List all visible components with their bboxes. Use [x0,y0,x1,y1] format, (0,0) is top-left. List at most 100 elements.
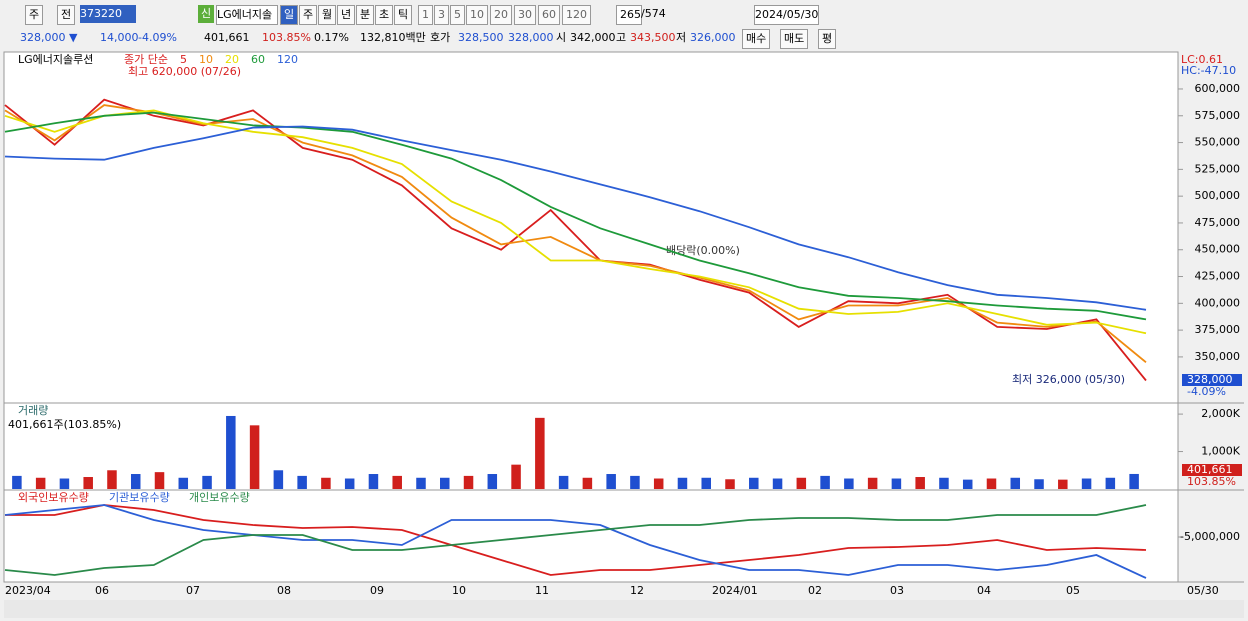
volume-bar [249,425,260,489]
annotation: 최고 620,000 (07/26) [128,65,241,78]
volume-title: 거래량 [18,404,48,417]
total: /574 [641,7,666,20]
interval-button[interactable]: 20 [490,5,512,25]
volume-bar [749,477,759,489]
interval-button[interactable]: 120 [562,5,591,25]
change: 14,000 [100,31,139,44]
x-tick-label: 03 [890,584,904,597]
series-line [4,504,1147,576]
market[interactable]: 주 [25,5,44,25]
trade-button[interactable]: 매수 [742,29,771,49]
interval-button[interactable]: 1 [418,5,433,25]
lc: LC:0.61 [1181,53,1223,66]
series-line [4,125,1147,311]
ask: 328,500 [458,31,504,44]
volume-bar [297,475,307,489]
volume-bar [582,477,593,489]
price: 328,000 ▼ [20,31,78,44]
interval-button[interactable]: 5 [450,5,465,25]
volume-bar [535,417,545,489]
prev[interactable]: 전 [57,5,76,25]
period-button[interactable]: 일 [280,5,299,25]
interval-button[interactable]: 30 [514,5,536,25]
x-tick-label: 07 [186,584,200,597]
volume-bar [558,475,569,489]
volume-bar [416,477,426,489]
period-button[interactable]: 분 [356,5,375,25]
volume-bar [35,477,46,489]
count[interactable]: 265 [616,5,642,25]
volume-bar [392,475,402,489]
scrollbar[interactable] [4,600,1244,618]
volume-bar [772,478,783,489]
price-title: LG에너지솔루션 [18,53,93,66]
last-rate: -4.09% [1187,385,1226,398]
legend-entry: 외국인보유수량 [18,491,89,504]
turnover: 0.17% [314,31,349,44]
stock-name[interactable]: LG에너지솔 [216,5,278,25]
volume-bar [83,477,93,489]
low: 326,000 [690,31,736,44]
volume-bar [321,477,331,489]
x-tick-label: 10 [452,584,466,597]
last-price: 328,000 [1187,373,1233,386]
legend-entry: 120 [277,53,298,66]
legend-prefix: 종가 단순 [124,53,168,66]
series-line [4,504,1147,579]
amount: 132,810백만 [360,31,426,44]
volume-bar [463,475,474,489]
volume-bar [487,474,498,489]
volume-bar [273,470,284,489]
low-label: 저 [676,31,687,44]
ask-label: 호가 [430,31,451,44]
volume-bar [202,475,212,489]
series-line [4,111,1147,321]
x-tick-label: 02 [808,584,822,597]
period-button[interactable]: 년 [337,5,356,25]
trade-button[interactable]: 매도 [780,29,809,49]
volume-bar [154,472,165,489]
last-volume-box [1182,464,1242,476]
annotation: 배당락(0.00%) [666,244,740,257]
open: 342,000 [570,31,616,44]
y-tick-label: 500,000 [1195,189,1241,202]
y-tick-label: 1,000K [1201,445,1240,458]
period-button[interactable]: 주 [299,5,318,25]
period-button[interactable]: 월 [318,5,337,25]
period-button[interactable]: 틱 [394,5,413,25]
x-tick-label: 06 [95,584,109,597]
x-tick-label: 2023/04 [5,584,51,597]
volume-bar [440,477,450,489]
trade-button[interactable]: 평 [818,29,837,49]
y-tick-label: 475,000 [1195,216,1241,229]
code[interactable]: 373220 [80,5,136,23]
badge: 신 [198,5,215,23]
legend-entry: 개인보유수량 [189,491,250,504]
interval-button[interactable]: 10 [466,5,488,25]
bid: 328,000 [508,31,554,44]
open-label: 시 [556,31,567,44]
date[interactable]: 2024/05/30 [754,5,820,25]
volume-bar [1081,478,1092,489]
legend-entry: 60 [251,53,265,66]
last-price-box [1182,374,1242,386]
period-button[interactable]: 초 [375,5,394,25]
y-tick-label: -5,000,000 [1180,530,1240,543]
interval-button[interactable]: 60 [538,5,560,25]
last-volume: 401,661 [1187,463,1233,476]
rate: -4.09% [138,31,177,44]
volume-bar [59,478,70,489]
series-line [4,98,1147,382]
series-line [4,109,1147,335]
interval-button[interactable]: 3 [434,5,449,25]
legend-entry: 5 [180,53,187,66]
x-tick-label: 11 [535,584,549,597]
volume-bar [939,477,949,489]
volume-bar [1129,473,1139,489]
x-tick-label: 09 [370,584,384,597]
legend-entry: 기관보유수량 [109,491,170,504]
series-line [5,504,1147,576]
volume-bar [796,477,807,489]
